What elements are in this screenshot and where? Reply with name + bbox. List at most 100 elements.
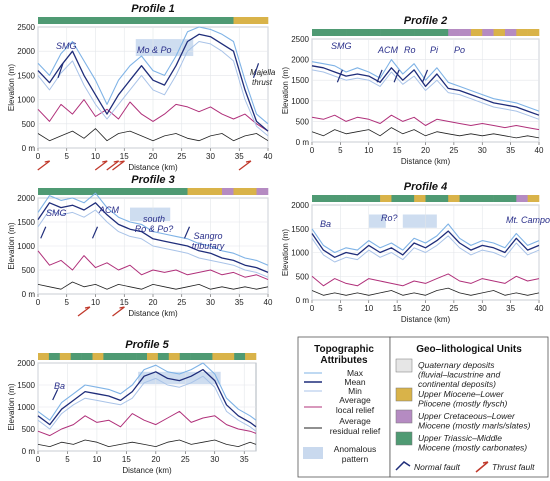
series-line-mean <box>311 230 540 258</box>
geology-strip-segment <box>516 29 528 36</box>
legend-residual-relief-label-2: residual relief <box>330 426 381 436</box>
x-tick-label: 35 <box>240 455 249 464</box>
normal-fault-marker <box>421 69 429 83</box>
annotation-label: ACM <box>98 205 120 215</box>
y-tick-label: 0 m <box>22 447 36 456</box>
x-tick-label: 0 <box>36 152 41 161</box>
legend-geo-label-upper_triassic: Miocene (mostly carbonates) <box>418 443 527 453</box>
annotation-label: Mt. Campo <box>506 215 550 225</box>
annotation-label: Pi <box>430 45 439 55</box>
geology-strip-segment <box>38 188 50 195</box>
y-tick-label: 2000 <box>17 359 35 368</box>
y-tick-label: 1500 <box>291 225 309 234</box>
legend-anomalous-label: Anomalous <box>334 444 377 454</box>
x-tick-label: 25 <box>177 298 186 307</box>
x-tick-label: 30 <box>206 298 215 307</box>
legend-geo-label-upper_cretaceous: Miocene (mostly marls/slates) <box>418 421 531 431</box>
legend-thrust-fault-icon <box>475 461 489 473</box>
y-tick-label: 1000 <box>291 249 309 258</box>
annotation-label: Ro? <box>381 213 398 223</box>
geology-strip-segment <box>130 188 142 195</box>
y-tick-label: 2000 <box>291 56 309 65</box>
x-tick-label: 5 <box>338 304 343 313</box>
x-axis-label: Distance (km) <box>128 309 178 318</box>
x-tick-label: 10 <box>364 146 373 155</box>
geology-strip-segment <box>49 17 62 24</box>
series-line-min <box>311 235 540 263</box>
legend-thrust-fault-label: Thrust fault <box>492 462 535 472</box>
geology-strip-segment <box>323 29 335 36</box>
geology-strip-segment <box>223 353 235 360</box>
annotation-label: SMG <box>56 41 77 51</box>
geology-strip-segment <box>402 29 415 36</box>
annotation-label: thrust <box>252 78 273 87</box>
geology-strip-segment <box>118 188 131 195</box>
geology-strip-segment <box>210 17 223 24</box>
y-tick-label: 500 <box>22 266 36 275</box>
geology-strip-segment <box>49 188 62 195</box>
geology-strip-segment <box>391 29 404 36</box>
legend-residual-relief-label: Average <box>339 416 371 426</box>
y-axis-label: Elevation (m) <box>7 64 16 111</box>
geology-strip-segment <box>48 353 61 360</box>
x-tick-label: 10 <box>91 298 100 307</box>
annotation-label: south <box>143 214 165 224</box>
geology-strip-segment <box>245 353 257 360</box>
chart-panel-1: 0 5 10 15 20 25 30 35 40 0 m 500 1000 1500 2000 2500 Di… <box>7 3 276 172</box>
geology-strip-segment <box>256 17 269 24</box>
legend-geo-label-upper_miocene: Upper Miocene–Lower <box>418 389 505 399</box>
annotation-label: Sangro <box>193 231 222 241</box>
y-tick-label: 1000 <box>17 242 35 251</box>
geology-strip-segment <box>84 188 96 195</box>
normal-fault-marker <box>57 63 64 79</box>
y-tick-label: 2000 <box>17 194 35 203</box>
geology-strip-segment <box>212 353 224 360</box>
thrust-fault-marker <box>238 160 252 171</box>
geology-strip-segment <box>448 29 460 36</box>
x-tick-label: 10 <box>91 152 100 161</box>
x-tick-label: 5 <box>338 146 343 155</box>
geology-strip-segment <box>95 17 108 24</box>
chart-panel-5: 0 5 10 15 20 25 30 35 0 m 500 1000 1500 2000 Distance… <box>7 339 257 475</box>
geology-strip-segment <box>334 29 347 36</box>
chart-title: Profile 5 <box>125 339 169 351</box>
legend-anomalous-swatch <box>303 447 323 459</box>
x-tick-label: 25 <box>177 152 186 161</box>
x-tick-label: 5 <box>65 152 70 161</box>
geology-strip-segment <box>164 17 177 24</box>
geology-strip-segment <box>245 188 257 195</box>
geology-strip-segment <box>130 17 142 24</box>
legend-geo-title: Geo–lithological Units <box>416 344 522 355</box>
series-line-mean <box>311 65 540 116</box>
legend-normal-fault-icon <box>395 461 411 471</box>
x-axis-label: Distance (km) <box>122 466 172 475</box>
y-tick-label: 2000 <box>291 201 309 210</box>
geology-strip-segment <box>81 353 93 360</box>
x-tick-label: 35 <box>506 146 515 155</box>
annotation-label: Ba <box>320 219 331 229</box>
geology-strip-segment <box>199 17 211 24</box>
anomalous-pattern-box <box>368 214 386 228</box>
x-tick-label: 25 <box>449 304 458 313</box>
geology-strip-segment <box>493 195 506 202</box>
x-axis-label: Distance (km) <box>128 163 178 172</box>
series-line-min <box>37 375 257 432</box>
x-tick-label: 15 <box>120 298 129 307</box>
annotation-label: SMG <box>331 41 352 51</box>
x-tick-label: 5 <box>65 298 70 307</box>
x-tick-label: 5 <box>65 455 70 464</box>
chart-title: Profile 3 <box>131 174 174 186</box>
geology-strip-segment <box>346 29 358 36</box>
geology-strip-segment <box>190 353 202 360</box>
normal-fault-marker <box>40 226 47 239</box>
x-tick-label: 15 <box>393 304 402 313</box>
x-tick-label: 20 <box>421 146 430 155</box>
geology-strip-segment <box>70 353 82 360</box>
geology-strip-segment <box>245 17 257 24</box>
geology-strip-segment <box>201 353 213 360</box>
geology-strip-segment <box>222 17 234 24</box>
geology-strip-segment <box>95 188 108 195</box>
geology-strip-segment <box>103 353 115 360</box>
x-tick-label: 30 <box>478 304 487 313</box>
geology-strip-segment <box>176 17 188 24</box>
